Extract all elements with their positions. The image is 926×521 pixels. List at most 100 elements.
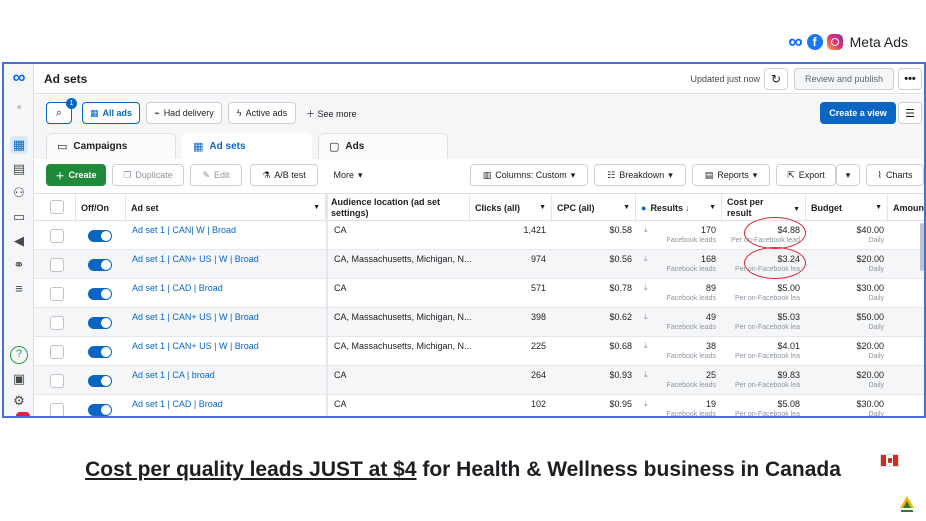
chevron-down-icon: ▾: [357, 169, 363, 180]
ad-set-name-link[interactable]: Ad set 1 | CAN+ US | W | Broad: [132, 254, 259, 264]
main-area: Ad sets Updated just now ↻ Review and pu…: [34, 64, 924, 416]
table-row[interactable]: Ad set 1 | CAN+ US | W | Broad CA, Massac…: [34, 308, 924, 337]
news-icon[interactable]: ▣: [12, 371, 26, 386]
search-button[interactable]: ⌕ 1: [46, 98, 77, 124]
cost-per-result-cell: $5.03 Per on-Facebook lea: [724, 308, 800, 336]
row-checkbox[interactable]: [50, 374, 64, 388]
table-row[interactable]: Ad set 1 | CA | broad CA 264 $0.93 ⤓ 25 Facebo…: [34, 366, 924, 395]
view-settings-button[interactable]: ☰: [898, 102, 922, 124]
export-label: Export: [798, 170, 825, 180]
results-header[interactable]: ● Results ↓ ▼: [636, 194, 722, 222]
had-delivery-chip[interactable]: ⌁ Had delivery: [146, 102, 222, 124]
cpc-header[interactable]: CPC (all) ▼: [552, 194, 636, 222]
ad-set-name-link[interactable]: Ad set 1 | CA | broad: [132, 370, 215, 380]
delivery-toggle[interactable]: [88, 346, 112, 358]
budget-header[interactable]: Budget ▼: [806, 194, 888, 222]
delivery-toggle[interactable]: [88, 375, 112, 387]
company-logo-icon: [900, 496, 914, 512]
ad-set-name-link[interactable]: Ad set 1 | CAD | Broad: [132, 399, 223, 409]
budget-cell: $40.00 Daily: [808, 221, 884, 249]
row-checkbox[interactable]: [50, 229, 64, 243]
account-icon[interactable]: ▪: [16, 99, 22, 114]
audience-location: CA: [334, 283, 347, 293]
chart-icon: ⌇: [877, 169, 882, 180]
duplicate-button[interactable]: ❐ Duplicate: [112, 164, 184, 186]
delivery-toggle[interactable]: [88, 288, 112, 300]
active-ads-chip[interactable]: ϟ Active ads: [228, 102, 296, 124]
delivery-toggle[interactable]: [88, 230, 112, 242]
table-row[interactable]: Ad set 1 | CAD | Broad CA 571 $0.78 ⤓ 89 Faceb…: [34, 279, 924, 308]
ad-icon: ▢: [329, 141, 340, 153]
chevron-down-icon: ▼: [875, 204, 882, 211]
see-more-link[interactable]: ＋ See more: [306, 107, 357, 120]
more-button[interactable]: More ▾: [324, 164, 372, 186]
ab-test-button[interactable]: ⚗ A/B test: [250, 164, 318, 186]
help-icon[interactable]: ?: [10, 346, 28, 364]
sliders-icon: ☰: [905, 107, 915, 120]
table-icon[interactable]: ▦: [10, 136, 28, 154]
all-ads-chip[interactable]: ▦ All ads: [82, 102, 140, 124]
header-label: Ad set: [131, 203, 159, 213]
location-header[interactable]: Audience location (ad set settings): [326, 194, 470, 222]
name-header[interactable]: Ad set ▼: [126, 194, 326, 222]
results-type: Facebook leads: [666, 237, 716, 244]
export-dropdown-button[interactable]: ▾: [836, 164, 860, 186]
table-row[interactable]: Ad set 1 | CAD | Broad CA 102 $0.95 ⤓ 19 Faceb…: [34, 395, 924, 418]
pages-icon[interactable]: ▤: [12, 161, 26, 176]
audience-location: CA: [334, 399, 347, 409]
select-all-checkbox[interactable]: [50, 200, 64, 214]
chevron-down-icon: ▼: [539, 204, 546, 211]
events-icon[interactable]: ⚭: [13, 257, 25, 272]
charts-button[interactable]: ⌇ Charts: [866, 164, 924, 186]
meta-logo-icon[interactable]: ∞: [12, 67, 26, 87]
columns-button[interactable]: ▥ Columns: Custom ▾: [470, 164, 588, 186]
audience-icon[interactable]: ⚇: [13, 185, 25, 200]
delivery-toggle[interactable]: [88, 259, 112, 271]
cost-per-result-type: Per on-Facebook lea: [735, 295, 800, 302]
settings-icon[interactable]: ⚙: [13, 393, 25, 408]
audience-location: CA, Massachusetts, Michigan, N...: [334, 341, 472, 351]
row-checkbox[interactable]: [50, 316, 64, 330]
row-checkbox[interactable]: [50, 258, 64, 272]
tab-ads[interactable]: ▢ Ads: [318, 133, 448, 159]
ad-set-name-link[interactable]: Ad set 1 | CAN+ US | W | Broad: [132, 312, 259, 322]
edit-button[interactable]: ✎ Edit: [190, 164, 242, 186]
breakdown-button[interactable]: ☷ Breakdown ▾: [594, 164, 686, 186]
tab-campaigns[interactable]: ▭ Campaigns: [46, 133, 176, 159]
reports-button[interactable]: ▤ Reports ▾: [692, 164, 770, 186]
instagram-icon: [826, 34, 843, 50]
row-checkbox[interactable]: [50, 403, 64, 416]
budget-value: $40.00: [856, 225, 884, 235]
delivery-toggle[interactable]: [88, 404, 112, 416]
create-view-button[interactable]: Create a view: [820, 102, 896, 124]
menu-icon[interactable]: ≡: [15, 281, 23, 296]
row-checkbox[interactable]: [50, 287, 64, 301]
delivery-toggle[interactable]: [88, 317, 112, 329]
table-row[interactable]: Ad set 1 | CAN+ US | W | Broad CA, Massac…: [34, 337, 924, 366]
billing-icon[interactable]: ▭: [12, 209, 26, 224]
cost-per-result-type: Per on-Facebook lea: [735, 411, 800, 418]
cost-per-result-header[interactable]: Cost per result ▼: [722, 194, 806, 222]
toggle-header[interactable]: Off/On: [76, 194, 126, 222]
review-publish-button[interactable]: Review and publish: [794, 68, 894, 90]
vertical-scrollbar[interactable]: [920, 223, 924, 271]
more-options-button[interactable]: •••: [898, 68, 922, 90]
create-button[interactable]: ＋ Create: [46, 164, 106, 186]
cost-per-result-cell: $4.01 Per on-Facebook lea: [724, 337, 800, 365]
export-button[interactable]: ⇱ Export: [776, 164, 836, 186]
row-checkbox[interactable]: [50, 345, 64, 359]
ad-set-name-link[interactable]: Ad set 1 | CAN+ US | W | Broad: [132, 341, 259, 351]
results-type: Facebook leads: [666, 382, 716, 389]
budget-type: Daily: [868, 411, 884, 418]
ad-set-name-link[interactable]: Ad set 1 | CAN| W | Broad: [132, 225, 237, 235]
results-cell: 170 Facebook leads: [638, 221, 716, 249]
results-value: 170: [700, 225, 716, 235]
filter-bar: ⌕ 1 ▦ All ads ⌁ Had delivery ϟ Active ads ＋…: [34, 95, 924, 131]
ad-set-name-link[interactable]: Ad set 1 | CAD | Broad: [132, 283, 223, 293]
refresh-button[interactable]: ↻: [764, 68, 788, 90]
amount-header[interactable]: Amoun: [888, 194, 924, 222]
tab-ad-sets[interactable]: ▦ Ad sets: [182, 133, 312, 159]
clicks-header[interactable]: Clicks (all) ▼: [470, 194, 552, 222]
megaphone-icon[interactable]: ◀: [14, 233, 24, 248]
header-label: Budget: [811, 203, 842, 213]
